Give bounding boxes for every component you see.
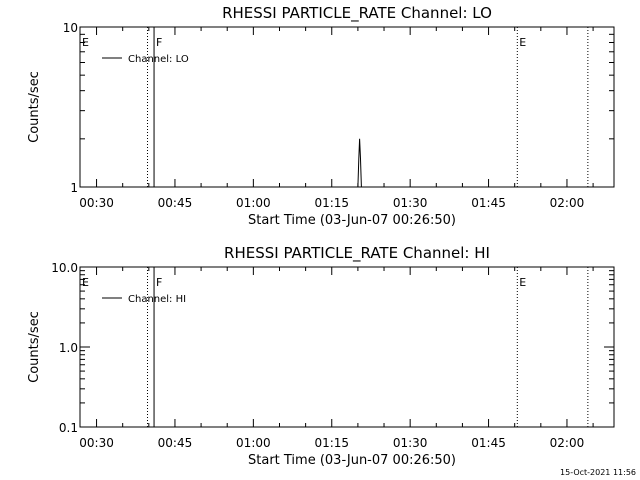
- x-tick-label: 01:30: [393, 196, 428, 210]
- legend-label: Channel: LO: [128, 54, 189, 65]
- chart-title: RHESSI PARTICLE_RATE Channel: HI: [224, 244, 490, 263]
- y-tick-label: 1.0: [59, 341, 78, 355]
- x-tick-label: 01:45: [471, 436, 506, 450]
- plot-frame: [79, 266, 615, 428]
- y-tick-label: 10: [63, 21, 78, 35]
- x-axis-label: Start Time (03-Jun-07 00:26:50): [248, 453, 456, 468]
- event-label: E: [82, 36, 89, 49]
- event-label: F: [156, 276, 162, 289]
- event-label: E: [82, 276, 89, 289]
- x-tick-label: 02:00: [550, 196, 585, 210]
- y-tick-label: 1: [70, 181, 78, 195]
- event-label: F: [156, 36, 162, 49]
- x-tick-label: 00:30: [79, 436, 114, 450]
- y-tick-label: 0.1: [59, 421, 78, 435]
- x-tick-label: 01:15: [314, 196, 349, 210]
- x-tick-label: 00:30: [79, 196, 114, 210]
- x-tick-label: 01:00: [236, 196, 271, 210]
- series-line: [355, 138, 364, 188]
- generation-timestamp: 15-Oct-2021 11:56: [560, 468, 636, 477]
- y-axis-label: Counts/sec: [27, 71, 42, 143]
- y-tick-label: 10.0: [51, 261, 78, 275]
- x-tick-label: 00:45: [158, 196, 193, 210]
- y-axis-label: Counts/sec: [27, 311, 42, 383]
- x-tick-label: 01:15: [314, 436, 349, 450]
- event-label: E: [519, 36, 526, 49]
- x-axis-label: Start Time (03-Jun-07 00:26:50): [248, 213, 456, 228]
- chart-title: RHESSI PARTICLE_RATE Channel: LO: [222, 4, 492, 23]
- legend-label: Channel: HI: [128, 294, 186, 305]
- x-tick-label: 00:45: [158, 436, 193, 450]
- x-tick-label: 02:00: [550, 436, 585, 450]
- x-tick-label: 01:30: [393, 436, 428, 450]
- event-label: E: [519, 276, 526, 289]
- x-tick-label: 01:00: [236, 436, 271, 450]
- plot-frame: [79, 26, 615, 188]
- x-tick-label: 01:45: [471, 196, 506, 210]
